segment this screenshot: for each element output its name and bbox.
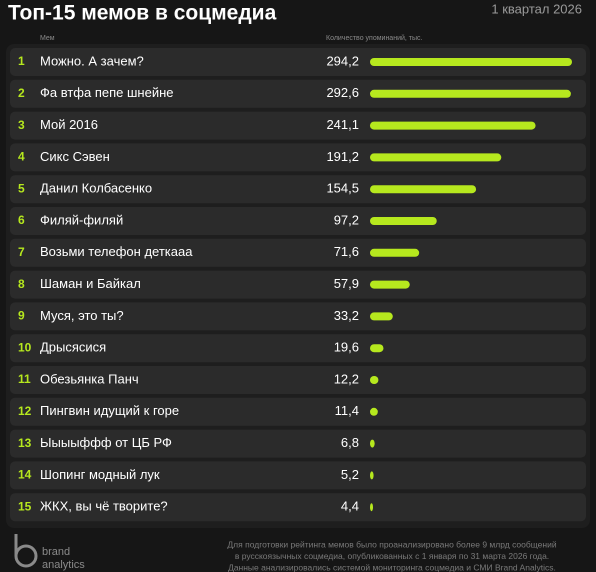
- row-background: [10, 270, 586, 299]
- rank: 7: [18, 245, 25, 259]
- value-label: 4,4: [341, 499, 359, 514]
- value-label: 6,8: [341, 435, 359, 450]
- logo-text: analytics: [42, 559, 85, 571]
- rank: 9: [18, 309, 25, 323]
- rank: 13: [18, 436, 32, 450]
- category-label: ЖКХ, вы чё творите?: [40, 499, 168, 514]
- bar: [370, 248, 420, 257]
- bar: [370, 344, 384, 353]
- category-label: Шаман и Байкал: [40, 276, 141, 291]
- rank: 1: [18, 54, 25, 68]
- rank: 15: [18, 499, 32, 513]
- value-label: 12,2: [334, 371, 359, 386]
- bar: [370, 89, 571, 98]
- bar: [370, 217, 437, 225]
- category-label: Фа втфа пепе шнейне: [40, 85, 174, 100]
- bar: [370, 153, 502, 162]
- category-label: Мой 2016: [40, 117, 98, 132]
- row-background: [10, 493, 586, 522]
- row-background: [10, 175, 586, 204]
- bar: [370, 280, 410, 289]
- value-label: 154,5: [326, 181, 359, 196]
- category-label: Обезьянка Панч: [40, 371, 139, 386]
- row-background: [10, 366, 586, 394]
- logo: brand analytics: [14, 534, 85, 571]
- value-label: 57,9: [334, 276, 359, 291]
- bar: [370, 312, 393, 321]
- bar: [370, 58, 572, 66]
- rank: 11: [18, 372, 31, 386]
- rank: 10: [18, 340, 32, 354]
- rank: 5: [18, 181, 25, 195]
- bar: [370, 503, 374, 512]
- value-label: 191,2: [326, 149, 359, 164]
- value-label: 241,1: [326, 117, 359, 132]
- row-background: [10, 207, 586, 235]
- footnote: в русскоязычных соцмедиа, опубликованных…: [235, 551, 549, 561]
- column-header: Количество упоминаний, тыс.: [326, 34, 423, 42]
- row-background: [10, 302, 586, 331]
- row-background: [10, 461, 586, 490]
- rank: 6: [18, 213, 25, 227]
- value-label: 294,2: [326, 53, 359, 68]
- rank: 4: [18, 150, 25, 164]
- category-label: Возьми телефон деткааа: [40, 244, 193, 259]
- value-label: 292,6: [326, 85, 359, 100]
- value-label: 11,4: [335, 403, 359, 418]
- row-background: [10, 429, 586, 458]
- bar: [370, 121, 536, 130]
- category-label: Пингвин идущий к горе: [40, 403, 179, 418]
- chart-subtitle: 1 квартал 2026: [491, 1, 582, 16]
- footnote: Данные анализировались системой монитори…: [228, 562, 556, 572]
- row-background: [10, 334, 586, 363]
- category-label: Данил Колбасенко: [40, 181, 152, 196]
- footnote: Для подготовки рейтинга мемов было проан…: [227, 539, 556, 549]
- category-label: Дрысясися: [40, 340, 106, 355]
- category-label: Ыыыыффф от ЦБ РФ: [40, 435, 172, 450]
- chart-title: Топ-15 мемов в соцмедиа: [8, 2, 277, 25]
- value-label: 97,2: [334, 212, 359, 227]
- rank: 12: [18, 404, 32, 418]
- value-label: 71,6: [334, 244, 359, 259]
- category-label: Шопинг модный лук: [40, 467, 160, 482]
- row-background: [10, 79, 586, 108]
- row-background: [10, 111, 586, 140]
- category-label: Филяй-филяй: [40, 212, 123, 227]
- row-background: [10, 48, 586, 76]
- value-label: 33,2: [334, 308, 359, 323]
- row-background: [10, 238, 586, 267]
- row-background: [10, 143, 586, 172]
- bar: [370, 407, 378, 416]
- column-header: Мем: [40, 35, 55, 42]
- bar: [370, 439, 375, 448]
- rank: 8: [18, 277, 25, 291]
- value-label: 19,6: [334, 340, 359, 355]
- category-label: Можно. А зачем?: [40, 53, 144, 68]
- rank: 3: [18, 118, 25, 132]
- bar: [370, 471, 374, 480]
- logo-text: brand: [42, 546, 70, 558]
- category-label: Муся, это ты?: [40, 308, 124, 323]
- category-label: Сикс Сэвен: [40, 149, 110, 164]
- rank: 2: [18, 86, 25, 100]
- value-label: 5,2: [341, 467, 359, 482]
- rank: 14: [18, 468, 32, 482]
- bar: [370, 185, 477, 194]
- bar: [370, 376, 379, 384]
- row-background: [10, 397, 586, 426]
